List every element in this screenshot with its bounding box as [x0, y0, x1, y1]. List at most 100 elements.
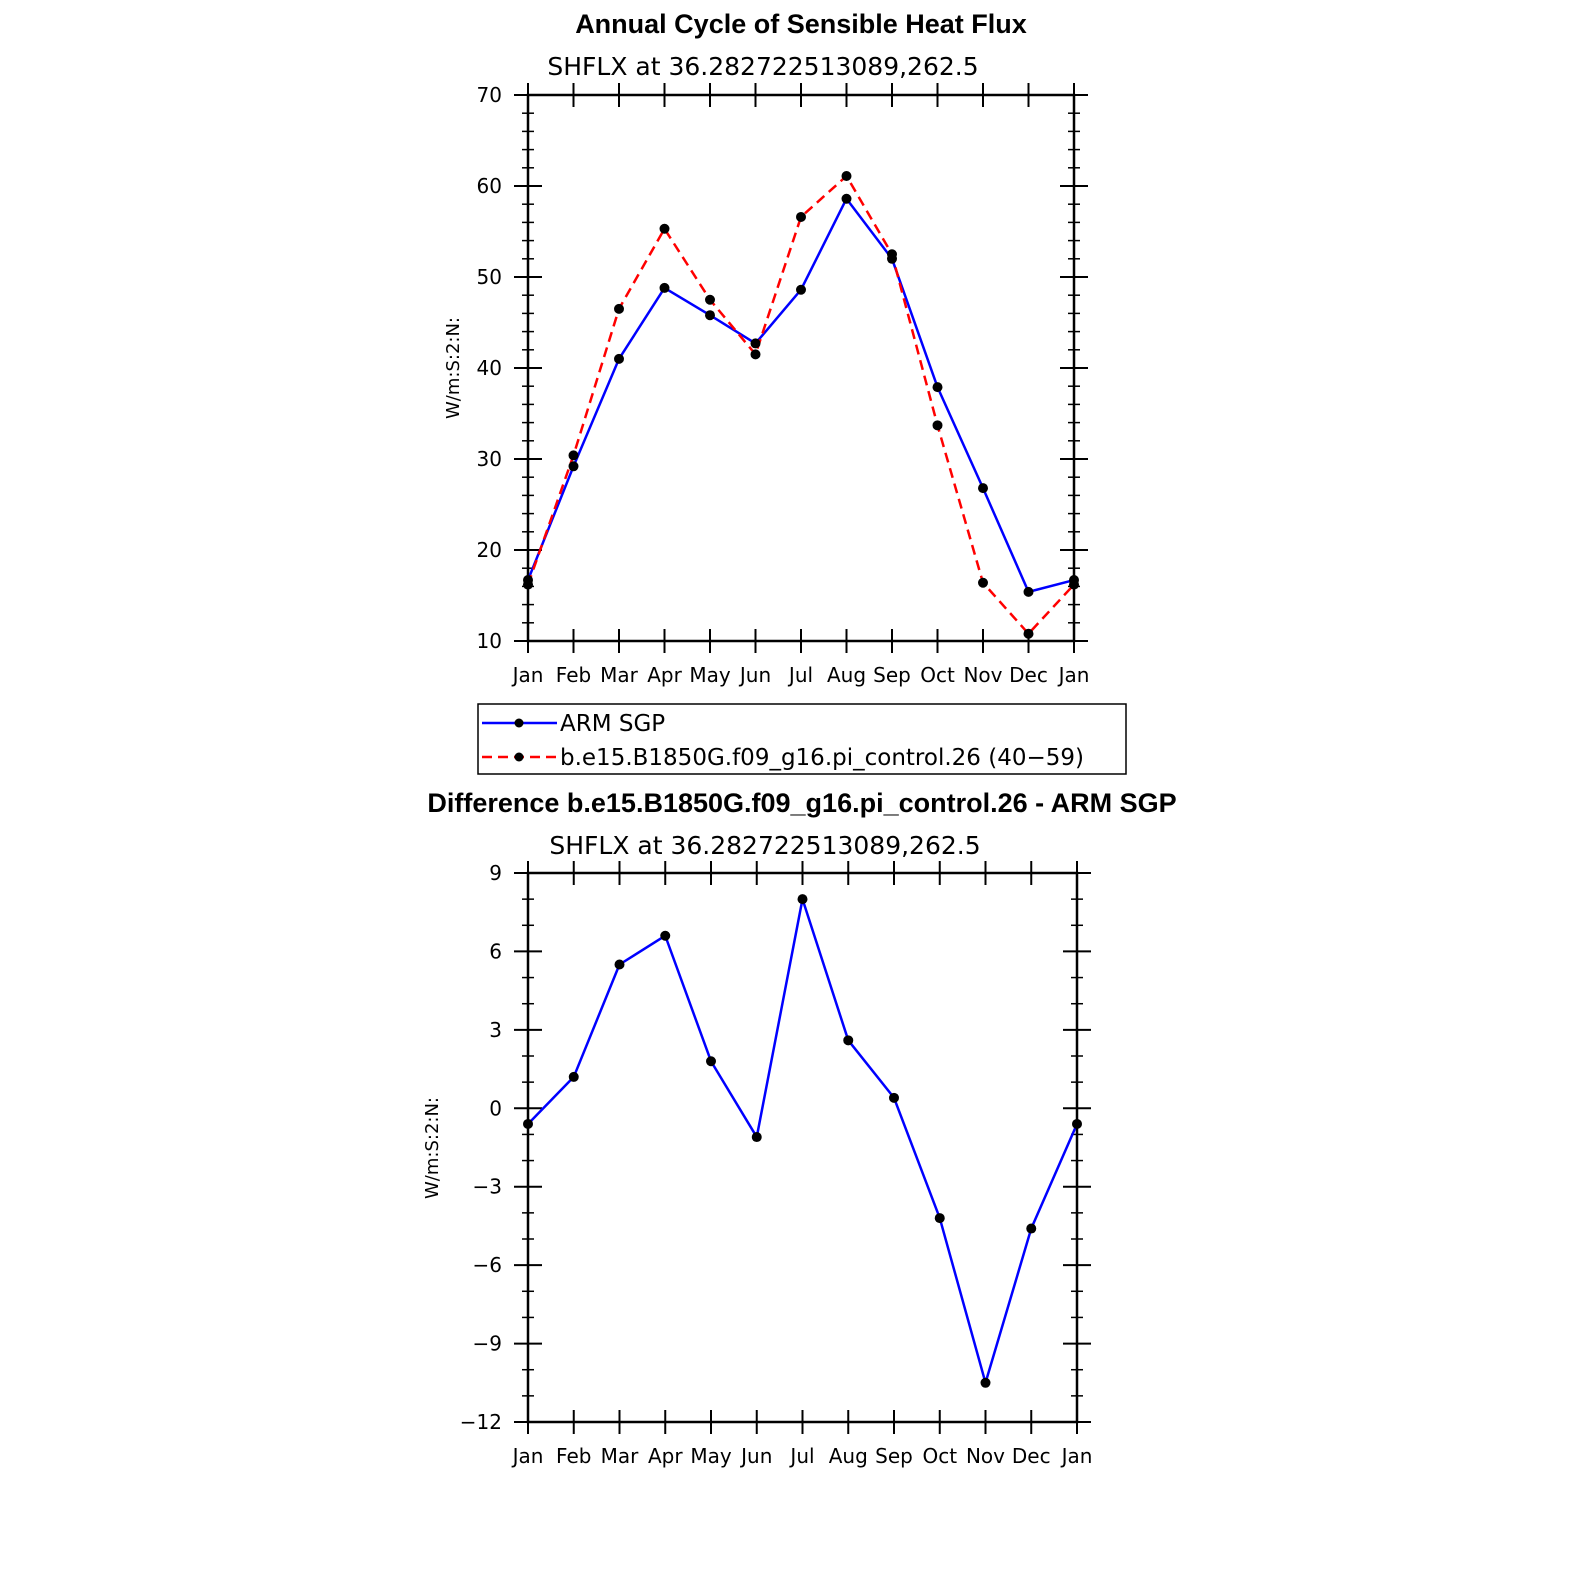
series-line-1	[526, 174, 1075, 635]
y-tick-label: 50	[477, 265, 502, 289]
data-point	[705, 294, 715, 305]
data-point	[934, 1213, 945, 1224]
x-tick-label: Jan	[511, 1444, 544, 1468]
y-axis-label: W/m:S:2:N:	[422, 1097, 443, 1199]
x-tick-labels: Jan Feb Mar Apr May Jun Jul Aug Sep Oct Nov Dec Jan	[511, 1444, 1093, 1468]
y-tick-labels: 9 6 3 0 −3 −6 −9 −12	[460, 861, 502, 1434]
x-tick-label: Jan	[511, 663, 544, 687]
data-point	[841, 193, 852, 204]
data-point	[887, 249, 897, 260]
x-tick-label: Nov	[966, 1444, 1005, 1468]
plot-frame	[526, 871, 1079, 1424]
x-tick-label: Aug	[827, 663, 866, 687]
plot-frame	[526, 93, 1076, 643]
x-tick-label: Apr	[648, 1444, 683, 1468]
chart-title: Difference b.e15.B1850G.f09_g16.pi_contr…	[427, 788, 1176, 818]
x-tick-label: Oct	[922, 1444, 957, 1468]
y-tick-label: 10	[477, 629, 502, 653]
data-point	[1023, 586, 1034, 597]
x-tick-labels: Jan Feb Mar Apr May Jun Jul Aug Sep Oct Nov Dec Jan	[511, 663, 1090, 687]
data-point	[797, 894, 808, 905]
data-series	[523, 170, 1079, 639]
data-point	[932, 382, 943, 393]
y-tick-label: 40	[477, 356, 502, 380]
data-point	[1026, 1223, 1037, 1234]
data-point	[978, 577, 988, 588]
x-tick-label: Feb	[556, 663, 591, 687]
data-point	[796, 211, 806, 222]
data-point	[568, 450, 579, 461]
series-line-0	[527, 897, 1079, 1385]
y-tick-label: 20	[477, 538, 502, 562]
y-tick-label: 6	[489, 939, 502, 963]
x-tick-label: May	[690, 1444, 732, 1468]
x-tick-label: May	[689, 663, 731, 687]
y-tick-labels: 70 60 50 40 30 20 10	[477, 83, 502, 653]
y-tick-label: 30	[477, 447, 502, 471]
x-tick-label: Jun	[738, 663, 771, 687]
data-point	[705, 310, 715, 321]
legend-label-arm-sgp: ARM SGP	[560, 711, 665, 737]
data-point	[614, 303, 624, 314]
data-point	[889, 1092, 899, 1103]
x-tick-label: Apr	[647, 663, 682, 687]
x-tick-label: Dec	[1012, 1444, 1051, 1468]
data-point	[841, 170, 852, 181]
data-series	[523, 894, 1082, 1388]
data-point	[523, 1118, 533, 1129]
data-point	[1069, 579, 1079, 590]
y-tick-label: 9	[489, 861, 502, 885]
data-point	[614, 959, 625, 970]
x-tick-label: Aug	[829, 1444, 868, 1468]
x-tick-label: Jun	[739, 1444, 772, 1468]
data-point	[659, 282, 670, 293]
data-point	[796, 284, 806, 295]
data-point	[1072, 1118, 1082, 1129]
x-tick-label: Dec	[1009, 663, 1048, 687]
x-tick-label: Nov	[963, 663, 1002, 687]
y-tick-label: −3	[473, 1175, 502, 1199]
y-axis-label: W/m:S:2:N:	[443, 317, 464, 419]
x-tick-label: Sep	[875, 1444, 913, 1468]
y-tick-label: 3	[489, 1018, 502, 1042]
x-tick-label: Sep	[873, 663, 911, 687]
x-tick-label: Oct	[920, 663, 955, 687]
y-tick-label: 70	[477, 83, 502, 107]
y-tick-label: −9	[473, 1332, 502, 1356]
data-point	[659, 223, 670, 234]
difference-panel: Difference b.e15.B1850G.f09_g16.pi_contr…	[422, 788, 1177, 1468]
x-tick-label: Mar	[601, 1444, 640, 1468]
y-tick-label: 0	[489, 1096, 502, 1120]
axis-ticks	[514, 83, 1088, 653]
y-tick-label: −6	[473, 1253, 502, 1277]
data-point	[751, 1132, 762, 1143]
data-point	[750, 338, 761, 349]
legend-marker-model	[514, 752, 524, 762]
x-tick-label: Mar	[600, 663, 639, 687]
data-point	[843, 1035, 854, 1046]
annual-cycle-panel: Annual Cycle of Sensible Heat Flux SHFLX…	[443, 9, 1089, 687]
y-tick-label: 60	[477, 174, 502, 198]
legend-label-model: b.e15.B1850G.f09_g16.pi_control.26 (40−5…	[560, 745, 1084, 771]
data-point	[980, 1377, 991, 1388]
legend: ARM SGP b.e15.B1850G.f09_g16.pi_control.…	[477, 703, 1127, 775]
x-tick-label: Feb	[556, 1444, 591, 1468]
x-tick-label: Jan	[1060, 1444, 1093, 1468]
chart-subtitle: SHFLX at 36.282722513089,262.5	[549, 831, 980, 860]
data-point	[706, 1056, 716, 1067]
x-tick-label: Jan	[1057, 663, 1090, 687]
x-tick-label: Jul	[788, 1444, 814, 1468]
x-tick-label: Jul	[787, 663, 813, 687]
data-point	[568, 461, 579, 472]
data-point	[660, 930, 671, 941]
legend-box	[477, 703, 1127, 775]
chart-subtitle: SHFLX at 36.282722513089,262.5	[547, 52, 978, 81]
data-point	[523, 579, 533, 590]
axis-ticks	[514, 861, 1091, 1434]
data-point	[978, 483, 988, 494]
data-point	[1023, 628, 1034, 639]
data-point	[614, 353, 624, 364]
legend-marker-arm-sgp	[514, 718, 524, 728]
data-point	[750, 349, 761, 360]
